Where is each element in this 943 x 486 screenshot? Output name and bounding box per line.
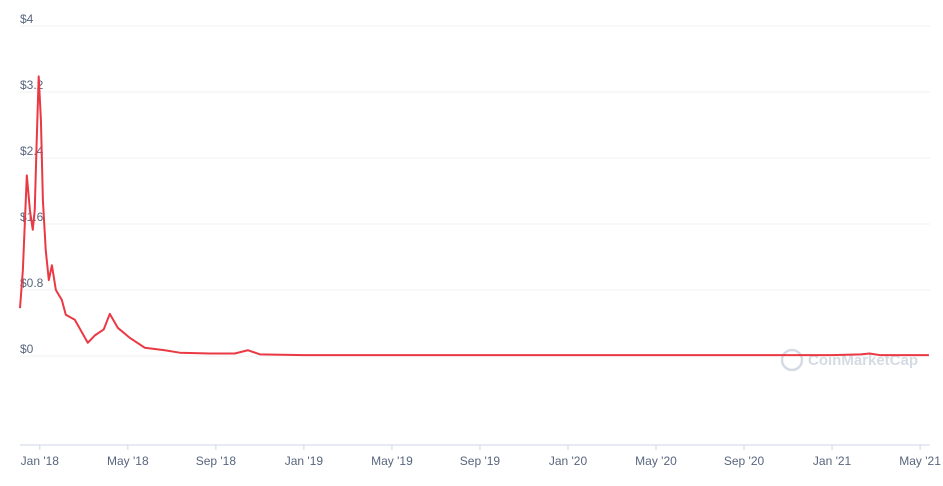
x-tick-label: Jan '19 bbox=[285, 454, 324, 468]
x-tick-label: May '18 bbox=[107, 454, 149, 468]
x-tick-label: Jan '18 bbox=[21, 454, 60, 468]
watermark-logo bbox=[780, 348, 804, 372]
x-tick-label: May '20 bbox=[635, 454, 677, 468]
watermark-text: CoinMarketCap bbox=[808, 352, 918, 369]
y-tick-label: $0.8 bbox=[20, 276, 44, 290]
x-tick-label: May '19 bbox=[371, 454, 413, 468]
y-tick-label: $2.4 bbox=[20, 144, 44, 158]
price-line bbox=[19, 75, 929, 357]
x-tick-label: Sep '19 bbox=[460, 454, 501, 468]
x-tick-label: Sep '20 bbox=[724, 454, 765, 468]
x-tick-label: Jan '20 bbox=[549, 454, 588, 468]
watermark: CoinMarketCap bbox=[780, 348, 918, 372]
x-tick-label: Jan '21 bbox=[813, 454, 852, 468]
y-tick-label: $0 bbox=[20, 342, 34, 356]
x-tick-label: May '21 bbox=[899, 454, 941, 468]
x-tick-label: Sep '18 bbox=[196, 454, 237, 468]
y-tick-label: $4 bbox=[20, 12, 34, 26]
